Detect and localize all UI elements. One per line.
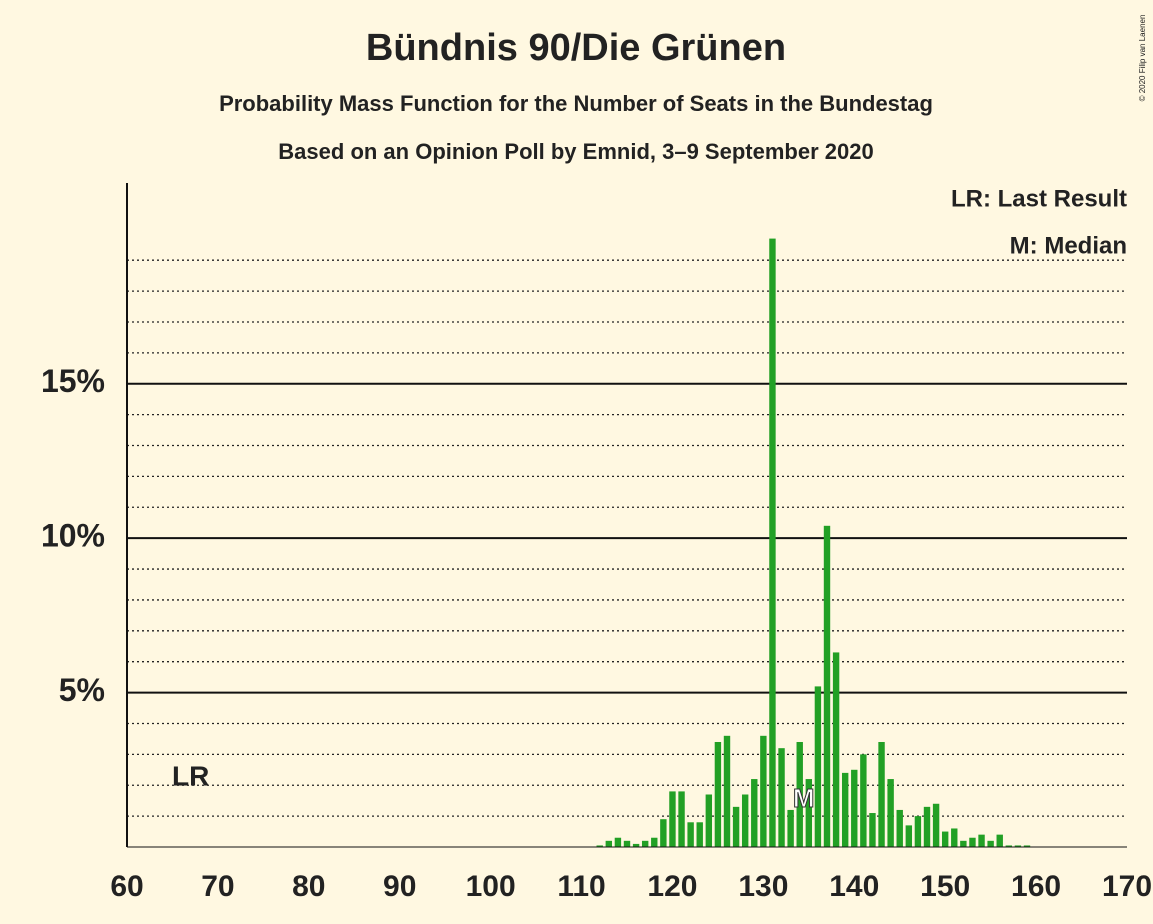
bar: [696, 822, 703, 847]
bar: [814, 686, 822, 847]
last-result-marker: LR: [172, 760, 209, 791]
bar: [978, 834, 985, 847]
bar: [932, 803, 940, 847]
bar: [732, 806, 740, 847]
bar: [896, 809, 903, 847]
bar: [851, 769, 858, 847]
x-tick-label: 90: [383, 870, 416, 903]
bar: [705, 794, 713, 847]
bar: [960, 840, 967, 847]
x-tick-label: 100: [466, 870, 516, 903]
bar: [1014, 845, 1022, 847]
x-tick-label: 150: [920, 870, 970, 903]
bar: [923, 806, 931, 847]
bar: [714, 741, 722, 847]
source-note: Based on an Opinion Poll by Emnid, 3–9 S…: [278, 139, 873, 164]
bar: [805, 779, 813, 847]
x-tick-label: 140: [829, 870, 879, 903]
x-tick-label: 160: [1011, 870, 1061, 903]
bar: [641, 840, 649, 847]
bar: [660, 819, 667, 847]
bar: [669, 791, 676, 847]
x-tick-label: 60: [110, 870, 143, 903]
bar: [1023, 845, 1031, 847]
bar: [651, 837, 658, 847]
x-tick-label: 130: [738, 870, 788, 903]
bar: [632, 843, 640, 847]
bar: [787, 809, 794, 847]
bar: [941, 831, 949, 847]
bar: [832, 652, 840, 847]
bar: [869, 813, 876, 847]
bar: [996, 834, 1003, 847]
x-tick-label: 120: [647, 870, 697, 903]
bar: [687, 822, 694, 847]
bar: [769, 238, 776, 847]
bar: [741, 794, 749, 847]
x-tick-label: 70: [201, 870, 234, 903]
bar: [596, 845, 603, 847]
chart-subtitle: Probability Mass Function for the Number…: [219, 91, 933, 116]
bar: [614, 837, 622, 847]
bar: [860, 754, 867, 847]
y-tick-label: 10%: [41, 518, 105, 554]
y-tick-label: 5%: [59, 672, 105, 708]
x-tick-label: 170: [1102, 870, 1152, 903]
y-tick-label: 15%: [41, 363, 105, 399]
x-tick-label: 80: [292, 870, 325, 903]
bar: [623, 840, 631, 847]
x-tick-label: 110: [557, 870, 605, 903]
legend-entry: LR: Last Result: [951, 185, 1127, 212]
chart-title: Bündnis 90/Die Grünen: [366, 27, 786, 69]
bar: [823, 525, 831, 847]
bar: [887, 779, 894, 847]
bar: [951, 828, 958, 847]
bar: [605, 840, 613, 847]
bar: [969, 837, 976, 847]
median-marker: M: [793, 783, 815, 813]
bar: [778, 748, 785, 847]
bar: [723, 735, 731, 847]
bar: [751, 779, 758, 847]
bar: [1005, 845, 1013, 847]
legend-entry: M: Median: [1010, 232, 1127, 259]
copyright: © 2020 Filip van Laenen: [1138, 15, 1147, 102]
bar: [987, 840, 994, 847]
bar: [905, 825, 913, 847]
bar: [760, 735, 767, 847]
bar: [878, 741, 885, 847]
bar: [841, 772, 849, 847]
bar: [914, 816, 922, 847]
bar: [796, 741, 803, 847]
bar: [678, 791, 685, 847]
